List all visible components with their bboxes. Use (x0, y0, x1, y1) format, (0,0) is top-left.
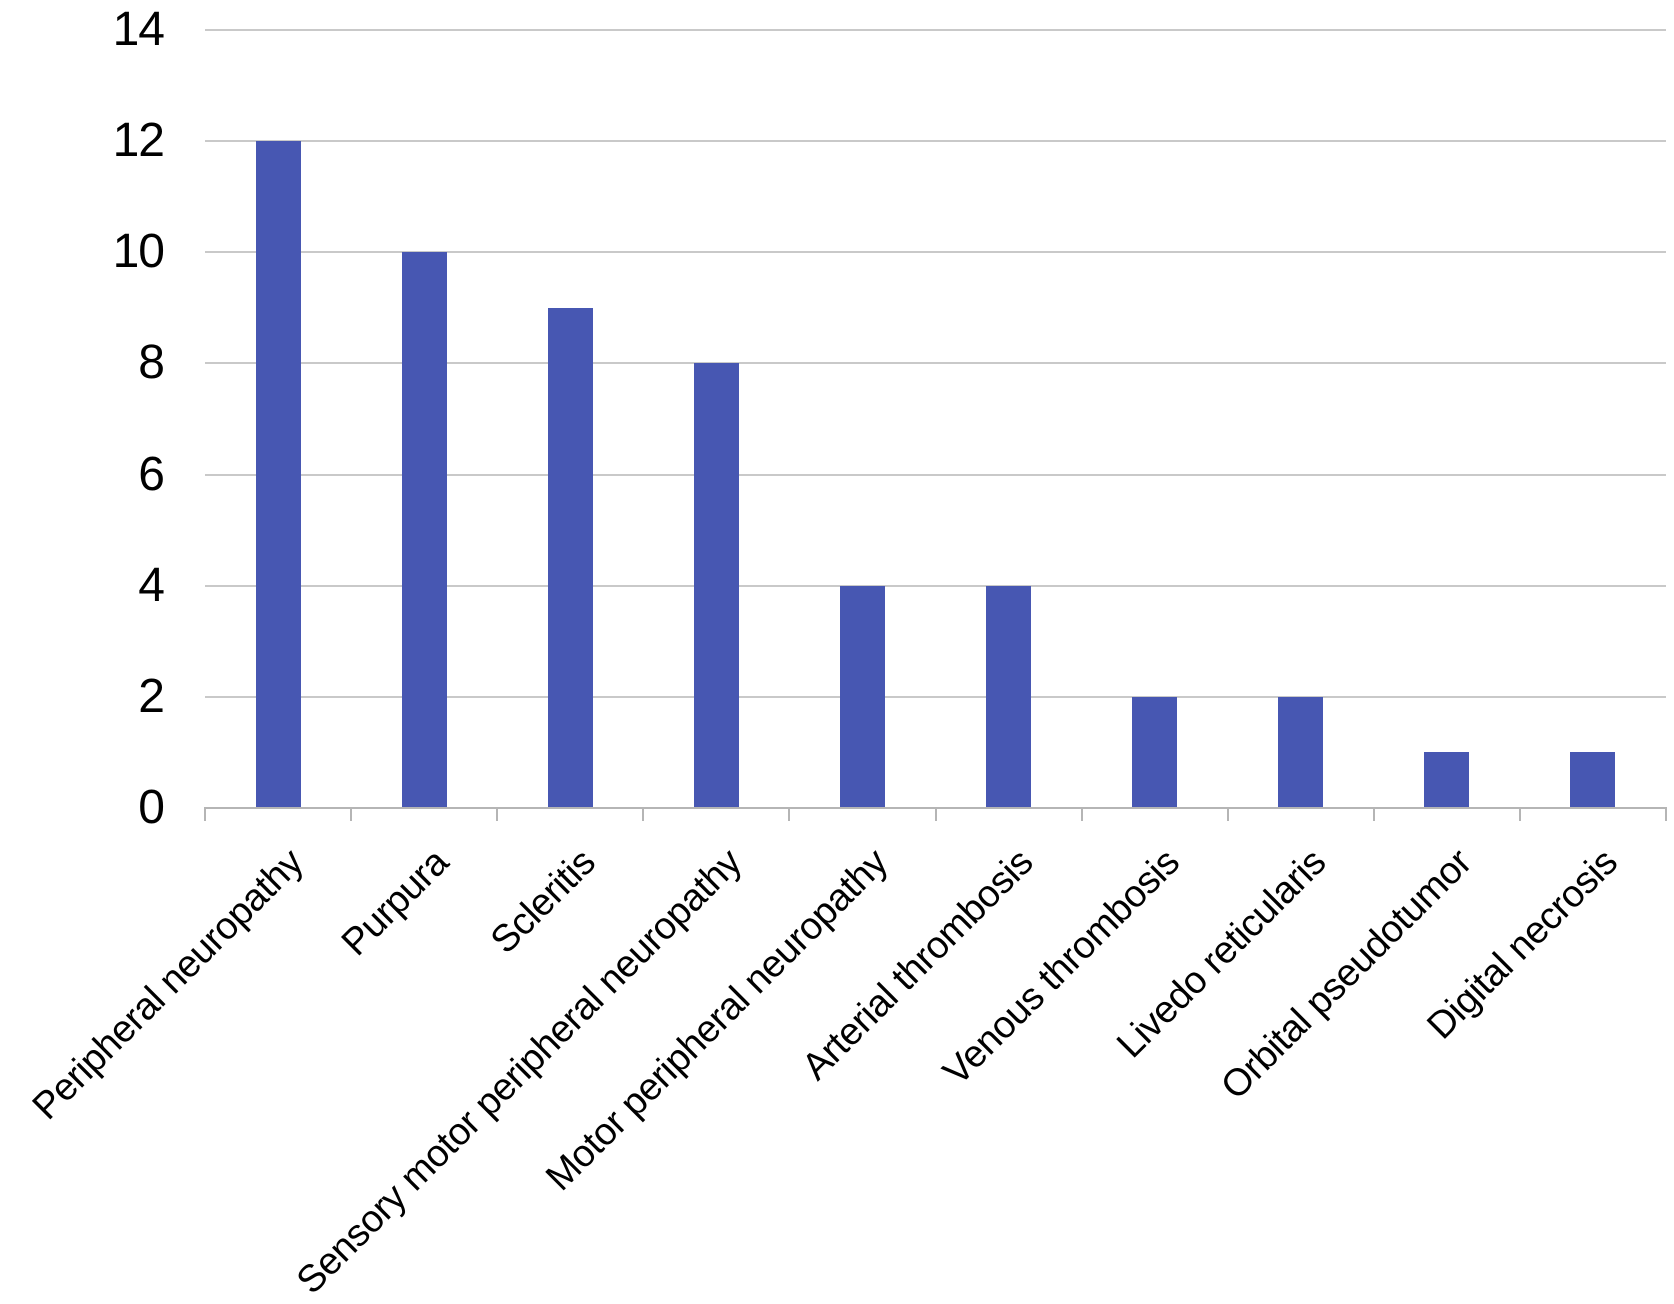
gridline (205, 29, 1666, 31)
x-axis-tick (204, 807, 206, 821)
y-tick-label: 14 (112, 3, 165, 56)
y-tick-label: 8 (138, 336, 165, 390)
bar (255, 141, 301, 808)
x-axis-tick (642, 807, 645, 821)
x-axis-tick (1665, 807, 1667, 821)
x-axis-tick (1518, 807, 1521, 821)
gridline (205, 140, 1666, 143)
gridline (205, 695, 1666, 698)
y-tick-label: 2 (138, 669, 165, 723)
x-axis-tick (1372, 807, 1375, 821)
x-axis-tick (788, 807, 791, 821)
y-tick-label: 12 (112, 114, 165, 168)
gridline (205, 473, 1666, 476)
bar (839, 585, 885, 808)
x-axis-tick (1080, 807, 1083, 821)
bar (693, 363, 739, 808)
gridline (205, 251, 1666, 254)
x-category-label: Scleritis (482, 841, 604, 962)
bar (401, 252, 447, 808)
x-category-label: Orbital pseudotumor (1213, 841, 1480, 1108)
bar (1424, 752, 1470, 808)
y-tick-label: 0 (138, 781, 165, 834)
y-tick-label: 6 (138, 447, 165, 501)
y-tick-label: 10 (112, 225, 165, 279)
bar (986, 585, 1032, 808)
x-axis-tick (934, 807, 937, 821)
x-axis-tick (496, 807, 499, 821)
x-axis-tick (1226, 807, 1229, 821)
bar (1570, 752, 1616, 808)
bar (1278, 696, 1324, 808)
y-tick-label: 4 (138, 558, 165, 612)
x-category-label: Peripheral neuropathy (24, 841, 312, 1128)
x-category-label: Purpura (334, 841, 458, 965)
x-axis-tick (350, 807, 353, 821)
bar (1132, 696, 1178, 808)
bar (547, 307, 593, 808)
gridline (205, 584, 1666, 587)
gridline (205, 362, 1666, 365)
